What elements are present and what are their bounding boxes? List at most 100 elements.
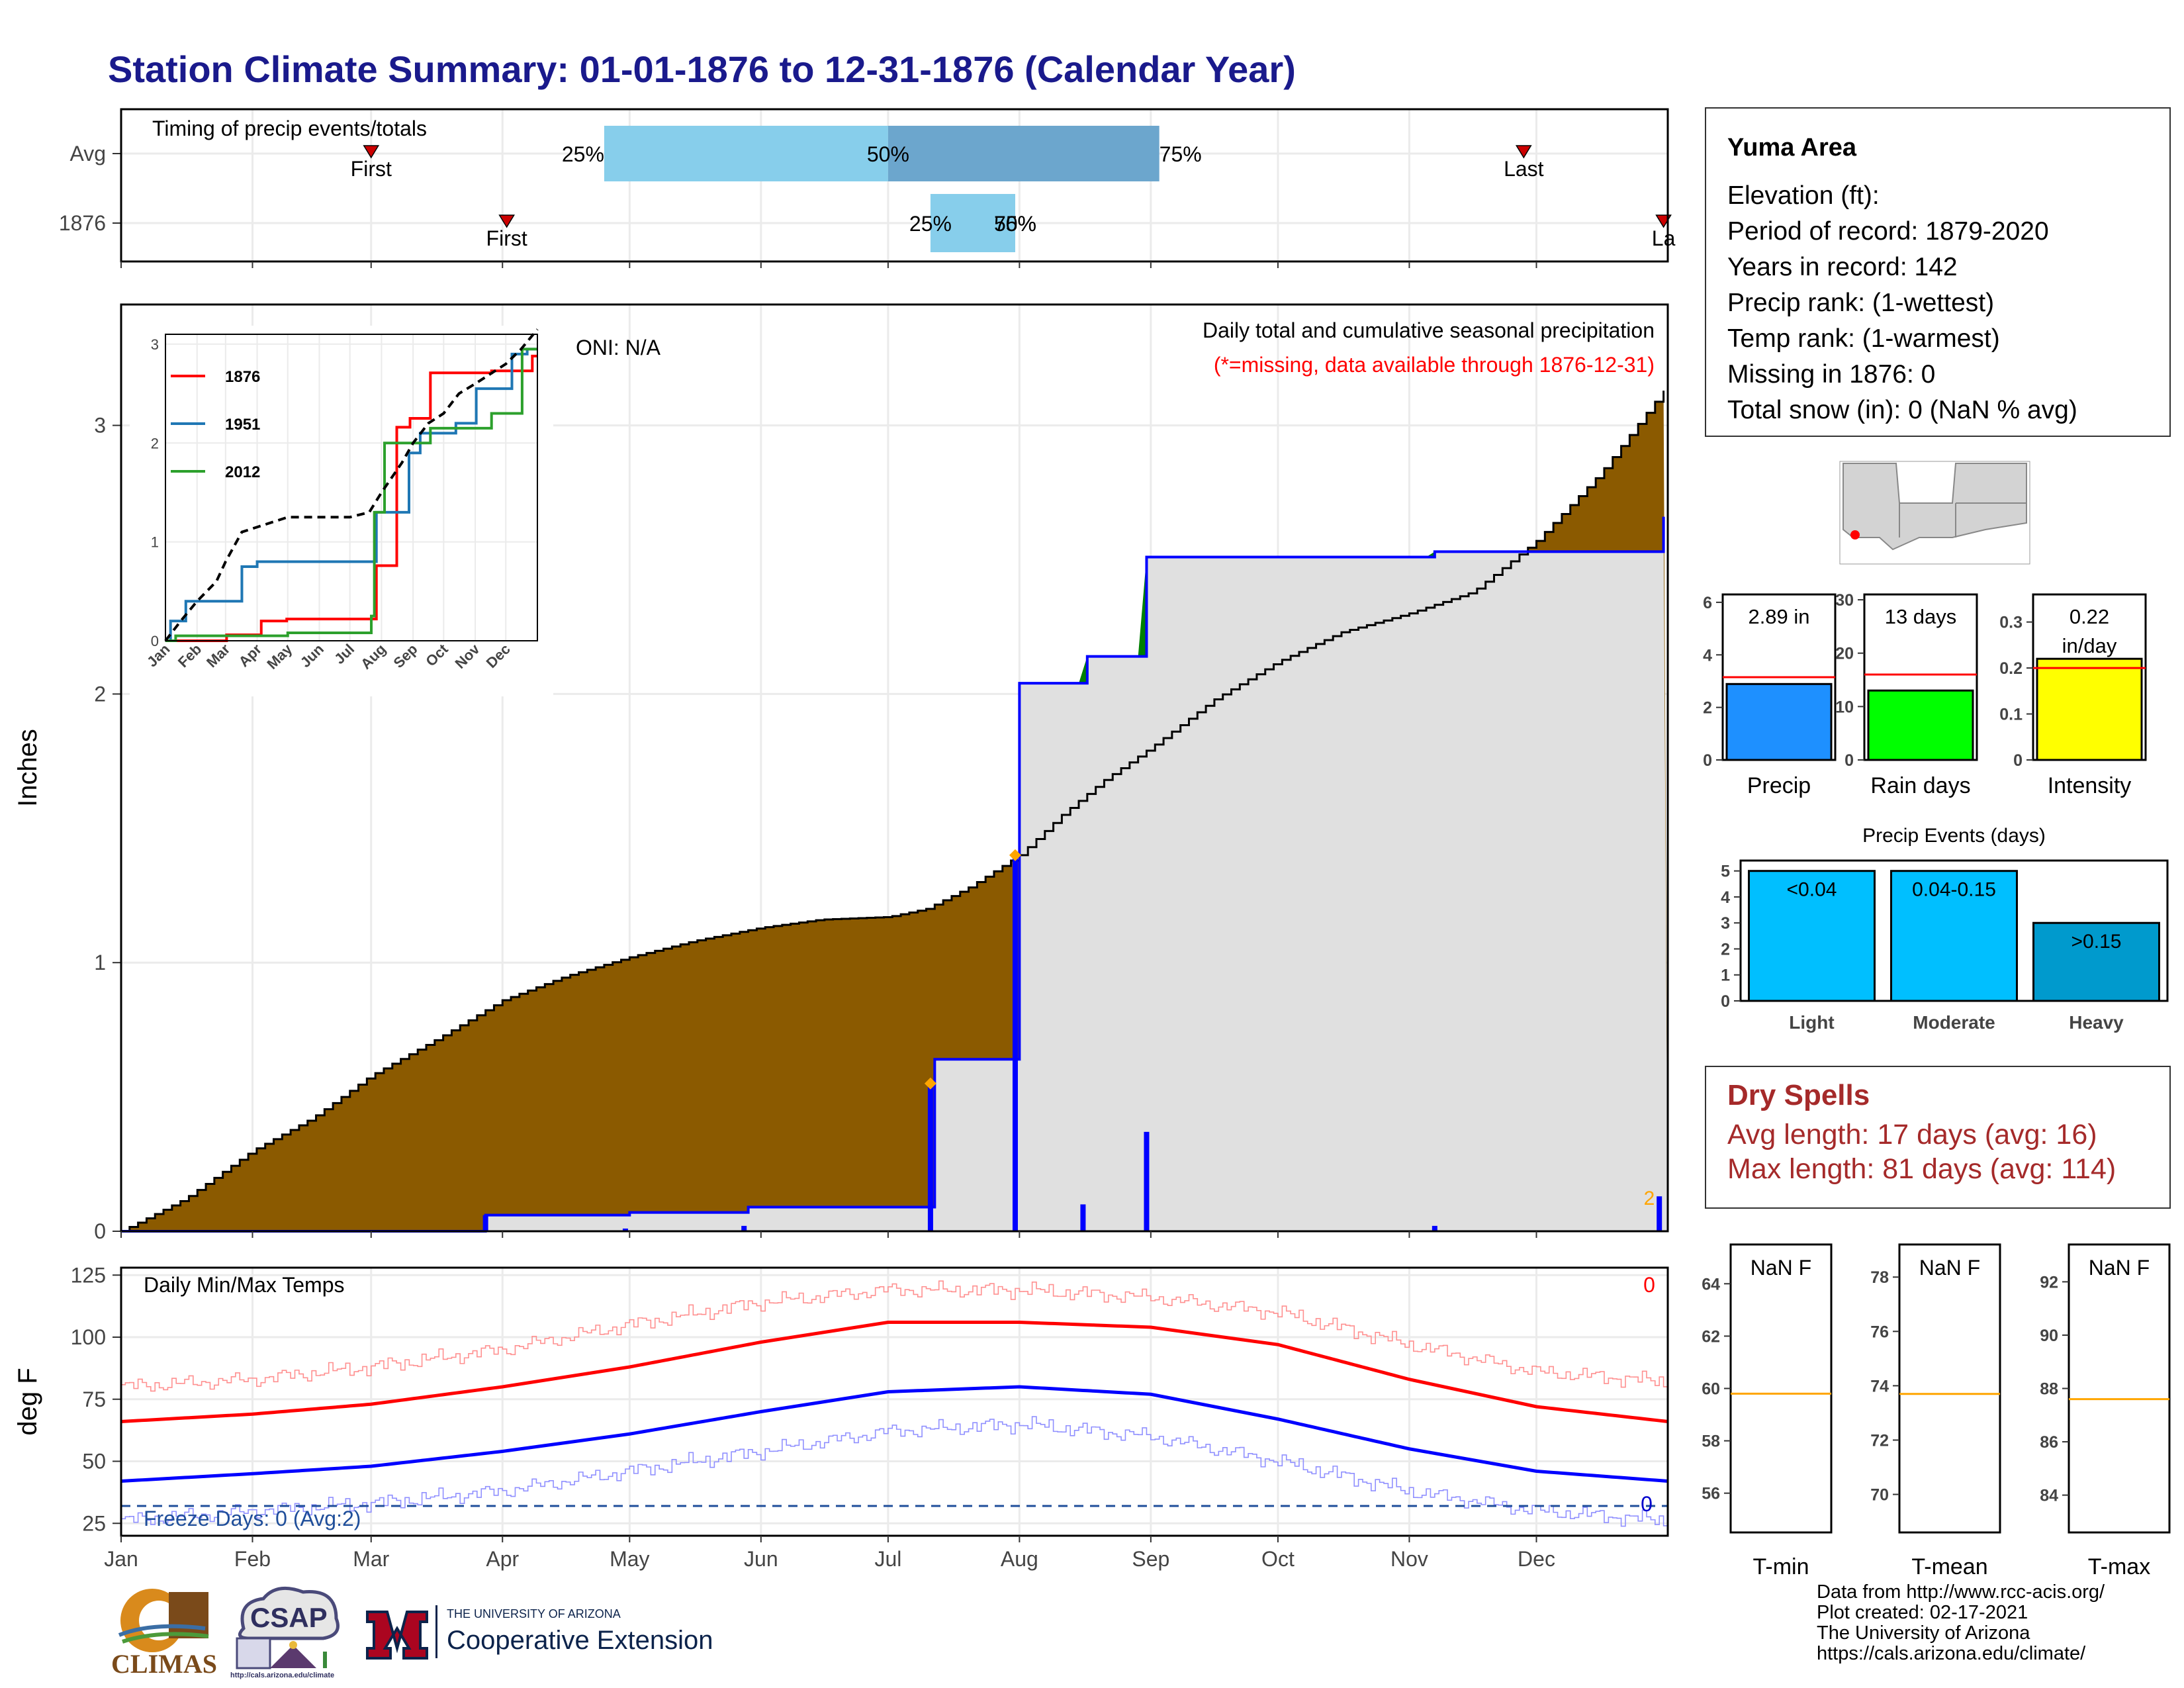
tsum-name-label: T-min <box>1753 1554 1809 1579</box>
inset-series-avg <box>164 328 539 642</box>
inset-y-tick-label: 3 <box>151 336 159 353</box>
temp-avg-min-line <box>120 1385 1668 1483</box>
station-name: Yuma Area <box>1727 134 1857 162</box>
totals-y-tick-label: 0.3 <box>1999 614 2023 632</box>
tsum-name-label: T-max <box>2088 1554 2150 1579</box>
cumulative-avg-line <box>121 391 1665 1233</box>
totals-y-tick-label: 0 <box>1703 751 1712 770</box>
timing-title: Timing of precip events/totals <box>152 117 427 140</box>
temps-bg <box>121 1268 1668 1536</box>
temps-frame <box>120 1266 1669 1537</box>
timing-label-50: 50% <box>994 212 1036 236</box>
credit-university: The University of Arizona <box>1817 1622 2030 1644</box>
totals-y-tick-label: 2 <box>1703 699 1712 718</box>
temps-x-tick-label: Jan <box>104 1547 138 1571</box>
station-years: Years in record: 142 <box>1727 253 1958 281</box>
timing-frame <box>120 108 1669 263</box>
events-bar-label: 0.04-0.15 <box>1912 879 1996 901</box>
tsum-y-tick-label: 56 <box>1702 1485 1720 1503</box>
ua-logo: THE UNIVERSITY OF ARIZONA Cooperative Ex… <box>357 1602 754 1668</box>
events-y-tick-label: 3 <box>1721 914 1730 933</box>
events-category-label: Moderate <box>1913 1012 1995 1033</box>
inset-series-1876 <box>165 354 537 642</box>
events-bar-light <box>1748 870 1876 1002</box>
events-bar-heavy <box>2032 921 2160 1002</box>
tsum-y-tick-label: 62 <box>1702 1327 1720 1346</box>
totals-value-label: 13 days <box>1885 605 1957 628</box>
precip-title: Daily total and cumulative seasonal prec… <box>1203 318 1655 342</box>
timing-first-label: First <box>351 157 392 181</box>
totals-y-tick-label: 0 <box>1844 751 1854 770</box>
timing-label-50: 50% <box>867 142 909 166</box>
timing-label-25: 25% <box>562 142 604 166</box>
temp-extreme-min-line <box>121 1416 1668 1527</box>
page-title: Station Climate Summary: 01-01-1876 to 1… <box>108 48 1296 90</box>
tsum-y-tick-label: 90 <box>2040 1327 2058 1345</box>
daily-precip-bar <box>1080 1204 1086 1231</box>
event-marker <box>924 1077 936 1090</box>
climas-logo: CLIMAS <box>106 1582 218 1681</box>
credits: Data from http://www.rcc-acis.org/ Plot … <box>1817 1582 2105 1664</box>
timing-label-75: 75% <box>994 212 1036 236</box>
station-temp-rank: Temp rank: (1-warmest) <box>1727 324 2000 353</box>
credit-plot-created: Plot created: 02-17-2021 <box>1817 1602 2028 1623</box>
temps-x-tick-label: Feb <box>234 1547 271 1571</box>
totals-value-label: 0.22 <box>2070 605 2109 628</box>
events-chart: Precip Events (days) <0.04 Light 0.04-0.15 M… <box>1721 825 2169 1033</box>
temps-x-tick-label: Oct <box>1261 1547 1295 1571</box>
tsum-value-label: NaN F <box>2089 1256 2150 1280</box>
totals-y-tick-label: 6 <box>1703 594 1712 612</box>
csap-url: http://cals.arizona.edu/climate <box>230 1671 335 1679</box>
timing-last-marker <box>1515 145 1532 159</box>
temps-x-tick-label: May <box>610 1547 649 1571</box>
temps-y-tick-label: 100 <box>71 1325 106 1349</box>
temps-y-tick-label: 25 <box>82 1511 106 1535</box>
tsum-y-tick-label: 76 <box>1870 1323 1889 1341</box>
temp-extreme-max-line <box>121 1280 1668 1392</box>
daily-precip-bar <box>482 1215 488 1231</box>
wetter-than-avg-area <box>1019 551 1520 855</box>
inset-series-1951 <box>165 348 537 642</box>
station-missing: Missing in 1876: 0 <box>1727 360 1936 389</box>
temps-x-tick-label: Jun <box>744 1547 778 1571</box>
precip-y-tick-label: 3 <box>94 414 106 438</box>
tsum-y-tick-label: 92 <box>2040 1273 2058 1291</box>
temp-avg-max-line <box>120 1321 1668 1423</box>
totals-value-label: 2.89 in <box>1748 605 1809 628</box>
inset-frame <box>165 334 538 641</box>
temps-x-tick-label: Sep <box>1132 1547 1169 1571</box>
temps-x-tick-label: Mar <box>353 1547 389 1571</box>
totals-y-tick-label: 10 <box>1835 698 1854 716</box>
events-bar-label: >0.15 <box>2071 931 2122 953</box>
tsum-y-tick-label: 86 <box>2040 1433 2058 1452</box>
events-bar-label: <0.04 <box>1787 879 1837 901</box>
inset-legend-label: 1951 <box>225 416 260 434</box>
tsum-y-tick-label: 70 <box>1870 1486 1889 1505</box>
tsum-y-tick-label: 78 <box>1870 1268 1889 1287</box>
freeze-days-label: Freeze Days: 0 (Avg:2) <box>144 1507 361 1530</box>
totals-name-label: Rain days <box>1870 773 1970 798</box>
events-bar-moderate <box>1890 870 2018 1002</box>
timing-bar-50-75 <box>887 126 1160 181</box>
totals-name-label: Precip <box>1747 773 1811 798</box>
precip-chart: 0 1 2 3 2 ONI: N/A Daily total and cumulative … <box>13 303 1669 1243</box>
csap-text: CSAP <box>250 1602 328 1633</box>
totals-y-tick-label: 0.2 <box>1999 659 2023 678</box>
precip-subtitle: (*=missing, data available through 1876-… <box>1214 353 1655 377</box>
max-count-label: 0 <box>1643 1273 1655 1297</box>
totals-bar-0 <box>1725 682 1833 761</box>
ua-line1: THE UNIVERSITY OF ARIZONA <box>447 1607 621 1620</box>
map-states <box>1843 463 2027 551</box>
events-title: Precip Events (days) <box>1862 825 2046 847</box>
totals-bar-2 <box>2036 657 2143 761</box>
temp-summary-charts: 56 58 60 62 64 NaN F T-min 70 72 74 76 78 NaN F T-mea… <box>1702 1243 2171 1579</box>
temps-x-tick-label: Apr <box>486 1547 519 1571</box>
events-y-tick-label: 4 <box>1721 888 1730 907</box>
station-elevation: Elevation (ft): <box>1727 181 1880 210</box>
timing-row-label: Avg <box>69 142 106 165</box>
inset-y-tick-label: 1 <box>151 534 159 551</box>
timing-bar-25-50 <box>930 194 1015 252</box>
